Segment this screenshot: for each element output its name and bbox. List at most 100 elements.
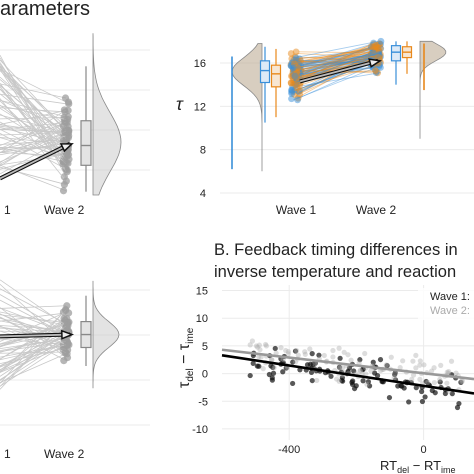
paired-line [297,64,373,100]
y-tick-label: 4 [200,188,206,200]
x-tick-label: 1 [4,203,11,217]
data-point [453,370,459,376]
x-tick-label: 0 [421,444,427,456]
mean-arrow-head [368,58,383,68]
data-point [302,351,308,357]
trend-line [221,354,474,395]
paired-line [291,55,381,72]
paired-line [0,59,67,131]
data-point [59,122,67,130]
x-tick-label: -400 [278,444,300,456]
data-point [422,394,428,400]
data-point [321,352,327,359]
data-point [428,368,435,374]
box-body [390,45,402,62]
legend-background [418,288,474,320]
data-point [309,377,315,384]
data-point [456,400,462,407]
data-point [360,366,366,372]
paired-line [294,56,378,62]
data-point [336,364,343,370]
data-point [444,380,450,386]
paired-line [0,107,67,150]
data-point [316,352,322,358]
data-point [330,347,336,354]
paired-line [0,88,67,150]
data-point [65,100,73,108]
paired-line [297,54,378,78]
paired-line [297,59,378,68]
data-point [341,349,347,355]
data-point [438,362,444,368]
paired-line [0,166,67,185]
data-point [437,379,443,385]
data-point [409,376,415,382]
data-point [257,347,263,353]
data-point [292,54,300,62]
legend: Wave 1: Wave 2: [418,288,474,320]
paired-line [0,305,67,309]
paired-line [299,52,376,71]
mean-arrow-head [61,329,75,340]
data-point [357,367,363,373]
data-point [308,369,315,375]
data-point [388,354,394,360]
half-violin [419,40,447,139]
data-point [377,356,384,363]
paired-line [0,332,67,381]
data-point [288,88,295,96]
data-point [454,404,461,411]
data-point [339,365,346,371]
data-point [280,369,286,375]
data-point [64,115,72,124]
data-point [337,365,343,371]
data-point [392,371,398,378]
data-point [60,180,69,189]
data-point [258,354,264,360]
data-point [314,377,320,384]
paired-line [0,116,67,120]
box-body [259,60,271,84]
paired-line [299,56,374,93]
legend-label: Wave 1: [430,291,470,303]
paired-line [297,53,380,69]
paired-line [0,316,67,351]
paired-line [291,53,373,84]
paired-line [296,44,380,77]
panel-b-title-line2: inverse temperature and reaction [214,263,456,281]
data-point [391,375,397,381]
y-tick-label: 5 [202,341,208,353]
data-point [371,67,379,74]
paired-line [0,93,67,105]
data-point [302,349,308,355]
paired-line [0,318,67,334]
data-point [444,369,450,375]
data-point [268,356,275,363]
paired-line [296,60,376,67]
data-point [421,362,427,368]
data-point [283,365,289,371]
data-point [60,357,68,365]
data-point [384,362,390,369]
paired-line [0,307,67,334]
data-point [291,72,299,80]
paired-line [291,53,380,81]
data-point [283,347,289,354]
paired-line [297,53,380,94]
data-point [363,371,369,377]
paired-line [298,47,381,60]
data-point [431,365,437,371]
data-point [419,398,426,405]
paired-line [0,67,67,164]
y-tick-label: 15 [196,286,208,298]
paired-line [294,49,378,67]
paired-line [296,53,376,59]
y-tick-label: -10 [192,424,208,436]
data-point [294,96,301,104]
paired-line [299,48,380,65]
data-point [413,352,419,358]
paired-line [294,53,372,60]
data-point [417,362,423,368]
data-point [459,378,465,385]
paired-line [297,50,380,78]
